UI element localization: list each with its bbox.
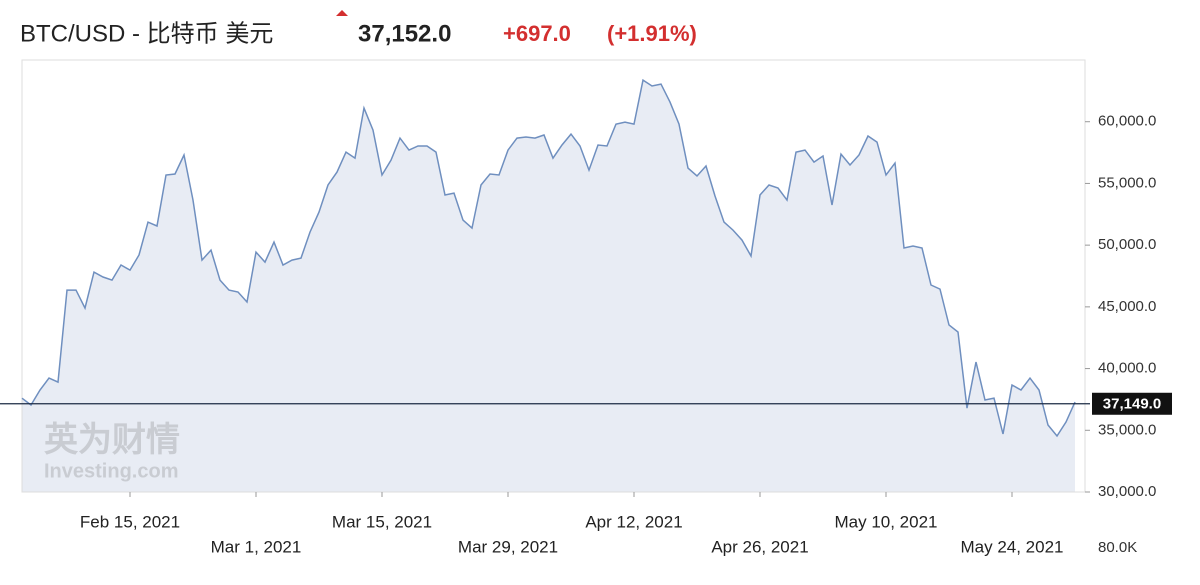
y-tick-label: 60,000.0: [1098, 113, 1156, 130]
chart-title: BTC/USD - 比特币 美元: [20, 20, 273, 47]
change-pct: (+1.91%): [607, 21, 697, 46]
y-tick-label: 45,000.0: [1098, 298, 1156, 315]
current-price-box: [1092, 392, 1172, 415]
x-tick-label: Mar 15, 2021: [332, 512, 432, 531]
y-tick-label: 30,000.0: [1098, 483, 1156, 500]
watermark-en: Investing.com: [44, 460, 178, 482]
y-tick-label: 55,000.0: [1098, 174, 1156, 191]
plot-frame: [21, 59, 1086, 493]
area-fill: [22, 80, 1075, 492]
x-tick-label: Mar 1, 2021: [211, 537, 302, 556]
current-price-label: 37,149.0: [1103, 396, 1161, 413]
price-line: [21, 78, 1076, 438]
change: +697.0: [503, 21, 571, 46]
x-tick-label: May 10, 2021: [834, 512, 937, 531]
watermark-cn: 英为财情: [44, 421, 180, 459]
y-tick-label: 35,000.0: [1098, 421, 1156, 438]
x-tick-label: Mar 29, 2021: [458, 537, 558, 556]
y-tick-label: 40,000.0: [1098, 360, 1156, 377]
volume-axis-label: 80.0K: [1098, 539, 1137, 556]
up-indicator: [336, 10, 348, 16]
x-tick-label: Apr 26, 2021: [711, 537, 808, 556]
x-tick-label: May 24, 2021: [960, 537, 1063, 556]
x-tick-label: Apr 12, 2021: [585, 512, 682, 531]
x-tick-label: Feb 15, 2021: [80, 512, 180, 531]
y-tick-label: 50,000.0: [1098, 236, 1156, 253]
price: 37,152.0: [358, 20, 451, 47]
